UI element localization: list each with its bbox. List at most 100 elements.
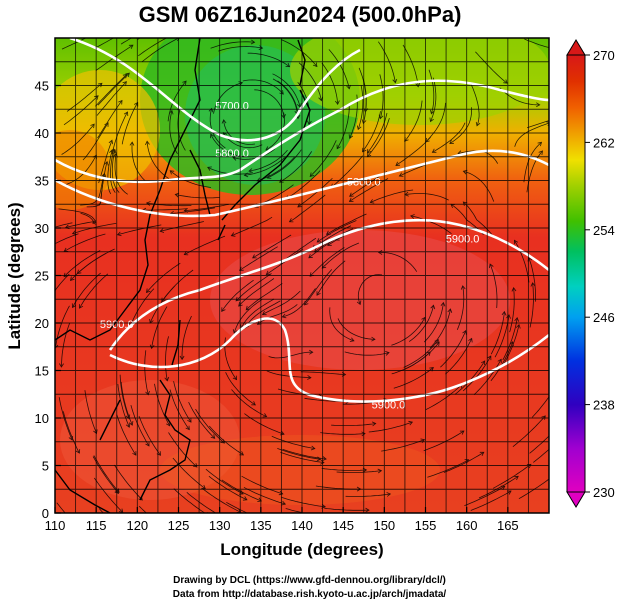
streamline xyxy=(490,311,505,355)
streamline-arrow xyxy=(236,531,240,535)
streamline-arrow xyxy=(558,422,562,426)
streamline-arrow xyxy=(68,435,74,441)
streamline-arrow xyxy=(145,288,151,293)
streamline-arrow xyxy=(185,425,190,431)
streamline-arrow xyxy=(297,103,302,108)
streamline-arrow xyxy=(371,336,376,342)
streamline xyxy=(271,435,315,449)
streamline-arrow xyxy=(541,415,546,420)
streamline-arrow xyxy=(308,253,313,259)
streamline xyxy=(136,38,138,39)
streamline-arrow xyxy=(356,125,362,131)
streamline-arrow xyxy=(392,78,398,84)
streamline-arrow xyxy=(232,329,238,334)
streamline-arrow xyxy=(187,418,192,423)
streamline-arrow xyxy=(365,507,370,513)
streamline xyxy=(425,102,446,143)
contour-label: 5800.0 xyxy=(215,148,249,160)
streamline-arrow xyxy=(221,307,226,312)
streamline xyxy=(367,117,390,157)
credit-drawing: Drawing by DCL (https://www.gfd-dennou.o… xyxy=(173,575,446,586)
streamline-arrow xyxy=(281,500,287,506)
streamline xyxy=(64,233,106,252)
streamline-arrow xyxy=(39,250,43,254)
streamline-arrow xyxy=(248,168,253,173)
streamline-arrow xyxy=(514,317,520,322)
streamline-arrow xyxy=(434,339,439,344)
streamline-arrow xyxy=(278,490,284,496)
streamline xyxy=(55,273,70,292)
streamline xyxy=(316,220,357,243)
streamline xyxy=(98,140,113,184)
streamline-arrow xyxy=(435,341,440,347)
streamline xyxy=(518,478,549,500)
streamline xyxy=(245,283,283,311)
streamline-arrow xyxy=(279,90,284,95)
chart-title: GSM 06Z16Jun2024 (500.0hPa) xyxy=(138,2,462,27)
streamline xyxy=(514,122,549,147)
colorbar-tick-label: 246 xyxy=(593,310,615,325)
streamline xyxy=(65,212,95,229)
streamline-arrow xyxy=(69,276,75,281)
colorbar-tick-label: 262 xyxy=(593,135,615,150)
streamline-arrow xyxy=(90,123,95,129)
streamline-arrow xyxy=(377,250,383,255)
streamline-arrow xyxy=(306,120,312,126)
streamline xyxy=(531,396,549,418)
streamline-arrow xyxy=(346,84,351,90)
streamline-arrow xyxy=(257,497,263,502)
streamline-arrow xyxy=(309,349,314,355)
streamline xyxy=(330,155,363,188)
streamline-arrow xyxy=(322,456,327,461)
contour-label: 5900.0 xyxy=(446,233,480,245)
streamline xyxy=(61,323,70,368)
streamline-arrow xyxy=(398,172,404,177)
streamline xyxy=(248,149,288,172)
y-tick-label: 25 xyxy=(35,269,49,284)
streamline xyxy=(119,374,130,419)
streamline-arrow xyxy=(239,266,244,271)
streamline xyxy=(111,111,128,154)
colorbar-tick-label: 254 xyxy=(593,223,615,238)
streamline xyxy=(443,451,485,473)
streamline xyxy=(266,248,304,275)
streamline xyxy=(184,203,229,212)
streamline-arrow xyxy=(479,451,485,456)
streamline-arrow xyxy=(122,73,128,79)
streamline xyxy=(117,383,130,428)
streamline xyxy=(502,317,518,361)
streamline-arrow xyxy=(122,81,127,86)
streamline-arrow xyxy=(563,432,567,436)
streamline-arrow xyxy=(507,490,512,495)
streamline xyxy=(427,459,469,478)
y-tick-label: 10 xyxy=(35,411,49,426)
streamline xyxy=(489,263,498,309)
streamline xyxy=(473,359,502,395)
streamline-arrow xyxy=(371,421,377,427)
streamline xyxy=(454,360,486,395)
streamline-arrow xyxy=(128,421,134,426)
streamline-arrow xyxy=(252,254,257,259)
y-tick-label: 35 xyxy=(35,174,49,189)
y-axis: 0 5 10 15 20 25 30 35 40 45 xyxy=(35,79,61,521)
streamline xyxy=(298,62,322,101)
streamline xyxy=(244,157,285,176)
streamline xyxy=(326,213,367,235)
streamline xyxy=(114,153,128,195)
streamline-arrow xyxy=(325,230,331,235)
streamline xyxy=(329,307,355,342)
streamline-arrow xyxy=(487,355,492,361)
streamline-arrow xyxy=(125,72,130,78)
streamline-arrow xyxy=(447,308,453,313)
streamline xyxy=(98,161,108,206)
streamline xyxy=(210,134,247,157)
streamline-arrow xyxy=(235,296,241,302)
streamline-arrow xyxy=(174,192,180,198)
streamline xyxy=(146,141,170,179)
streamline xyxy=(63,95,99,126)
streamline xyxy=(429,308,451,349)
x-tick-label: 165 xyxy=(497,518,519,533)
streamline-arrow xyxy=(232,375,238,381)
streamline-arrow xyxy=(159,228,165,233)
